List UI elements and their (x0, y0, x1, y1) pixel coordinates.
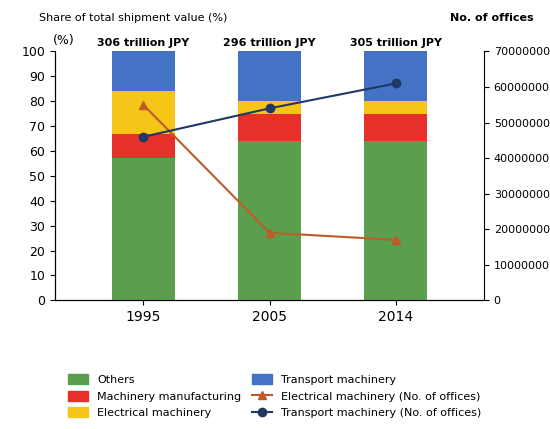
Bar (364, 141, 427, 300)
Text: No. of offices: No. of offices (450, 13, 534, 23)
Text: Share of total shipment value (%): Share of total shipment value (%) (39, 13, 227, 23)
Bar (112, 51, 175, 91)
Transport machinery (No. of offices) (266, 106, 273, 111)
Text: (%): (%) (52, 33, 74, 46)
Bar (238, 141, 301, 300)
Line: Transport machinery (No. of offices): Transport machinery (No. of offices) (139, 79, 400, 141)
Bar (364, 101, 427, 114)
Line: Electrical machinery (No. of offices): Electrical machinery (No. of offices) (139, 101, 400, 244)
Bar (238, 114, 301, 141)
Bar (238, 51, 301, 101)
Transport machinery (No. of offices) (140, 134, 147, 139)
Text: 306 trillion JPY: 306 trillion JPY (97, 38, 189, 48)
Electrical machinery (No. of offices) (392, 237, 399, 242)
Bar (364, 114, 427, 141)
Bar (112, 158, 175, 300)
Text: 305 trillion JPY: 305 trillion JPY (350, 38, 442, 48)
Transport machinery (No. of offices) (392, 81, 399, 86)
Text: 296 trillion JPY: 296 trillion JPY (223, 38, 316, 48)
Electrical machinery (No. of offices) (140, 102, 147, 107)
Electrical machinery (No. of offices) (266, 230, 273, 236)
Bar (112, 133, 175, 158)
Bar (112, 91, 175, 133)
Bar (364, 51, 427, 101)
Legend: Others, Machinery manufacturing, Electrical machinery, Transport machinery, Elec: Others, Machinery manufacturing, Electri… (63, 369, 487, 423)
Bar (238, 101, 301, 114)
